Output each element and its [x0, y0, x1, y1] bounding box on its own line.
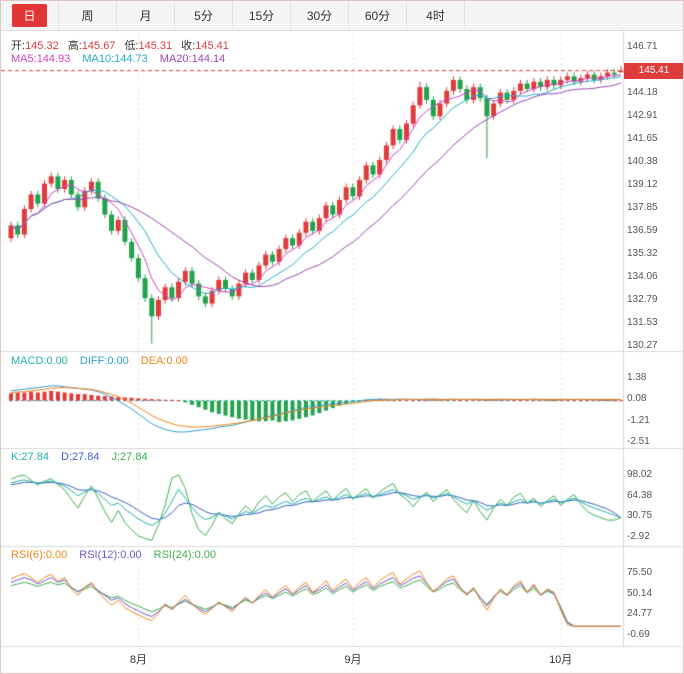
- timeframe-tab-7[interactable]: 4时: [407, 1, 465, 30]
- timeframe-tab-label: 30分: [306, 9, 333, 23]
- chart-region: [1, 31, 683, 673]
- candlestick-canvas[interactable]: [1, 31, 683, 673]
- timeframe-tab-label: 4时: [426, 9, 445, 23]
- timeframe-tab-5[interactable]: 30分: [291, 1, 349, 30]
- timeframe-tab-label: 日: [12, 4, 47, 27]
- timeframe-tab-1[interactable]: 周: [59, 1, 117, 30]
- timeframe-tab-4[interactable]: 15分: [233, 1, 291, 30]
- timeframe-toolbar: 日 周 月 5分 15分 30分 60分 4时: [1, 1, 683, 31]
- timeframe-tab-label: 15分: [248, 9, 275, 23]
- timeframe-tab-label: 5分: [194, 9, 213, 23]
- timeframe-tab-label: 周: [81, 9, 94, 23]
- timeframe-tab-2[interactable]: 月: [117, 1, 175, 30]
- timeframe-tab-0[interactable]: 日: [1, 1, 59, 30]
- timeframe-tab-label: 月: [139, 9, 152, 23]
- timeframe-tab-label: 60分: [364, 9, 391, 23]
- timeframe-tab-3[interactable]: 5分: [175, 1, 233, 30]
- timeframe-tab-6[interactable]: 60分: [349, 1, 407, 30]
